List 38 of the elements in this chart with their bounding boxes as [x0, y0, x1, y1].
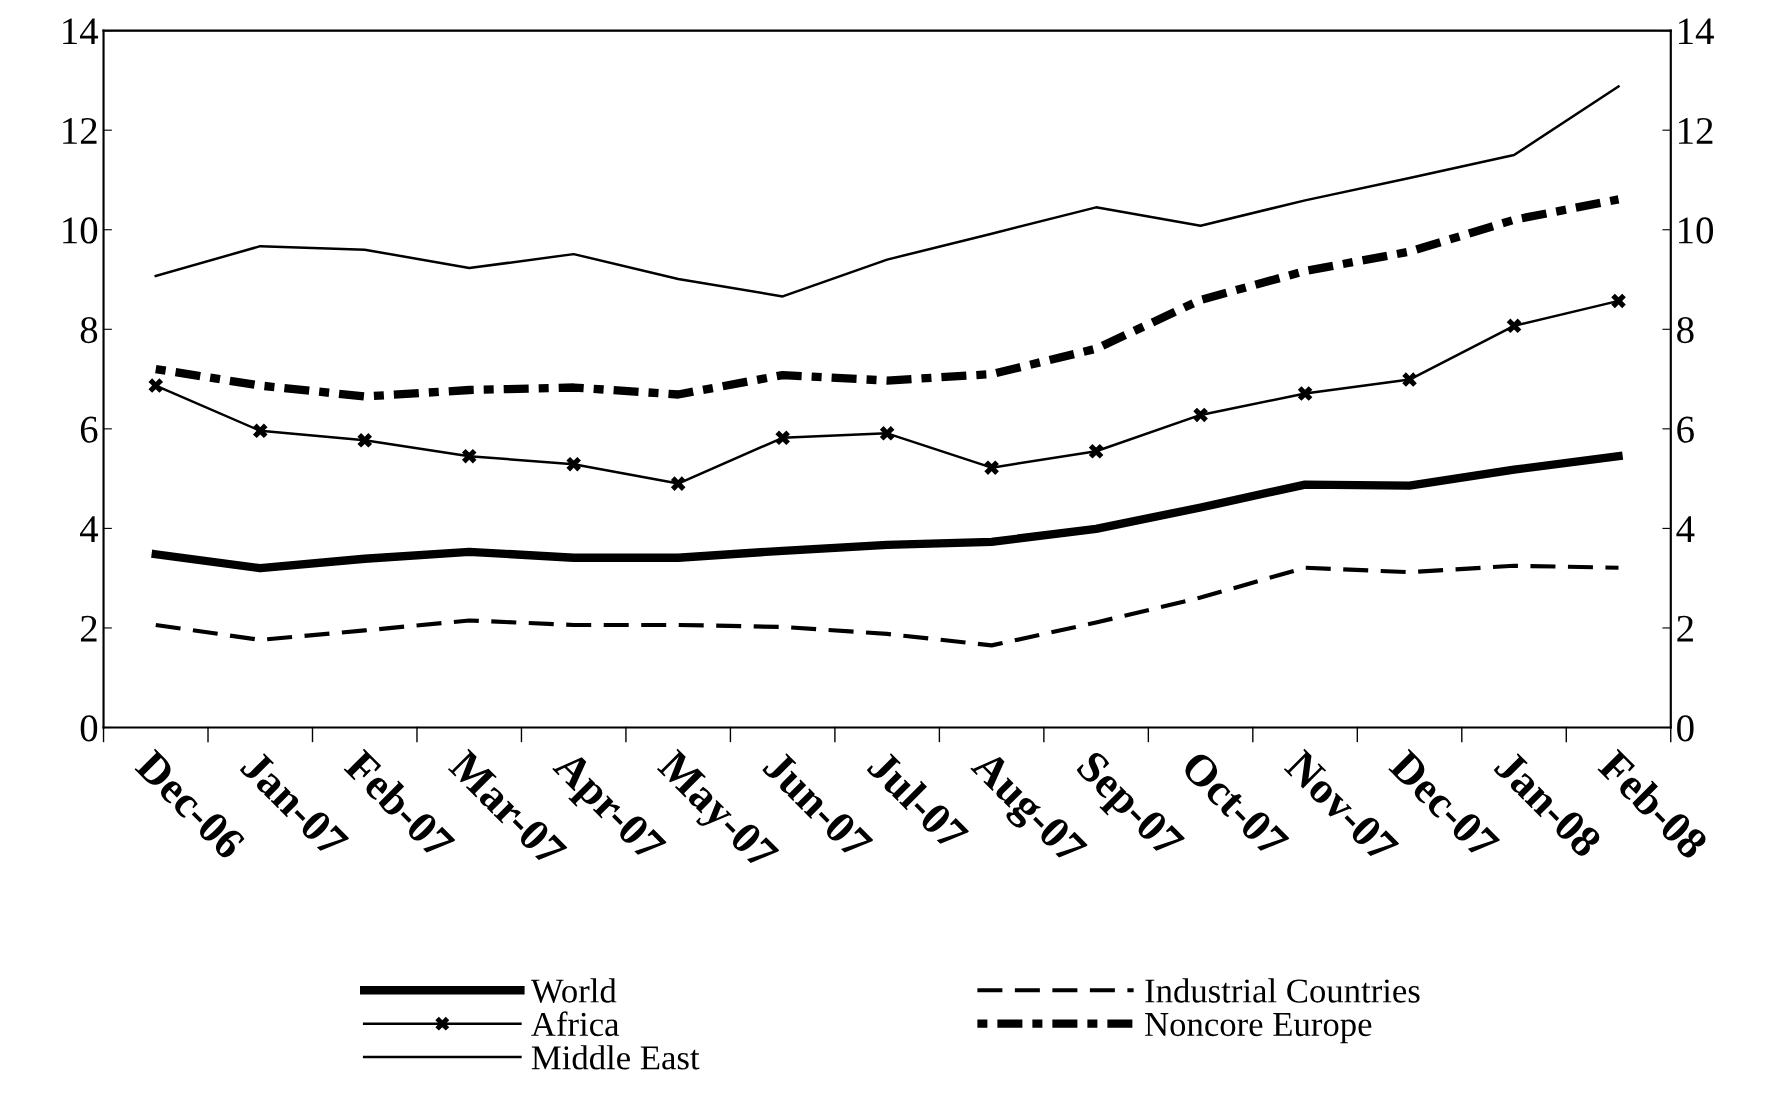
legend-label: Noncore Europe — [1145, 1013, 1372, 1044]
point — [775, 430, 790, 446]
legend-label: Industrial Countries — [1145, 978, 1420, 1003]
y-tick-label: 6 — [80, 416, 98, 443]
y-tick-label: 2 — [80, 615, 97, 642]
point — [1402, 372, 1417, 387]
point — [1506, 318, 1522, 334]
point — [357, 433, 373, 448]
y2-tick-label: 10 — [1679, 217, 1714, 244]
y2-tick-label: 4 — [1676, 516, 1695, 542]
y-tick-label: 4 — [79, 516, 99, 542]
y2-tick-label: 14 — [1679, 18, 1714, 45]
y-tick-label: 12 — [63, 117, 97, 144]
point — [984, 460, 999, 475]
y-tick-label: 14 — [63, 18, 99, 45]
y2-tick-label: 8 — [1677, 316, 1694, 344]
point — [1297, 386, 1313, 401]
y2-tick-label: 2 — [1677, 615, 1693, 642]
point — [252, 423, 268, 439]
y-tick-label: 8 — [80, 316, 98, 344]
point — [670, 476, 686, 491]
y2-tick-label: 12 — [1679, 117, 1713, 144]
legend-label: Middle East — [531, 1045, 700, 1070]
legend-label: World — [530, 978, 617, 1003]
point — [148, 378, 164, 393]
point — [879, 426, 895, 441]
point — [1193, 407, 1208, 423]
point — [1611, 293, 1626, 309]
legend-label: Africa — [531, 1011, 620, 1037]
point — [461, 448, 477, 464]
line-series — [153, 563, 1621, 648]
line-series — [154, 85, 1620, 298]
point — [566, 456, 581, 472]
y2-tick-label: 0 — [1677, 715, 1694, 742]
y2-tick-label: 6 — [1677, 416, 1694, 443]
point — [1088, 443, 1104, 459]
y-tick-label: 10 — [63, 217, 98, 244]
y-tick-label: 0 — [80, 715, 98, 742]
